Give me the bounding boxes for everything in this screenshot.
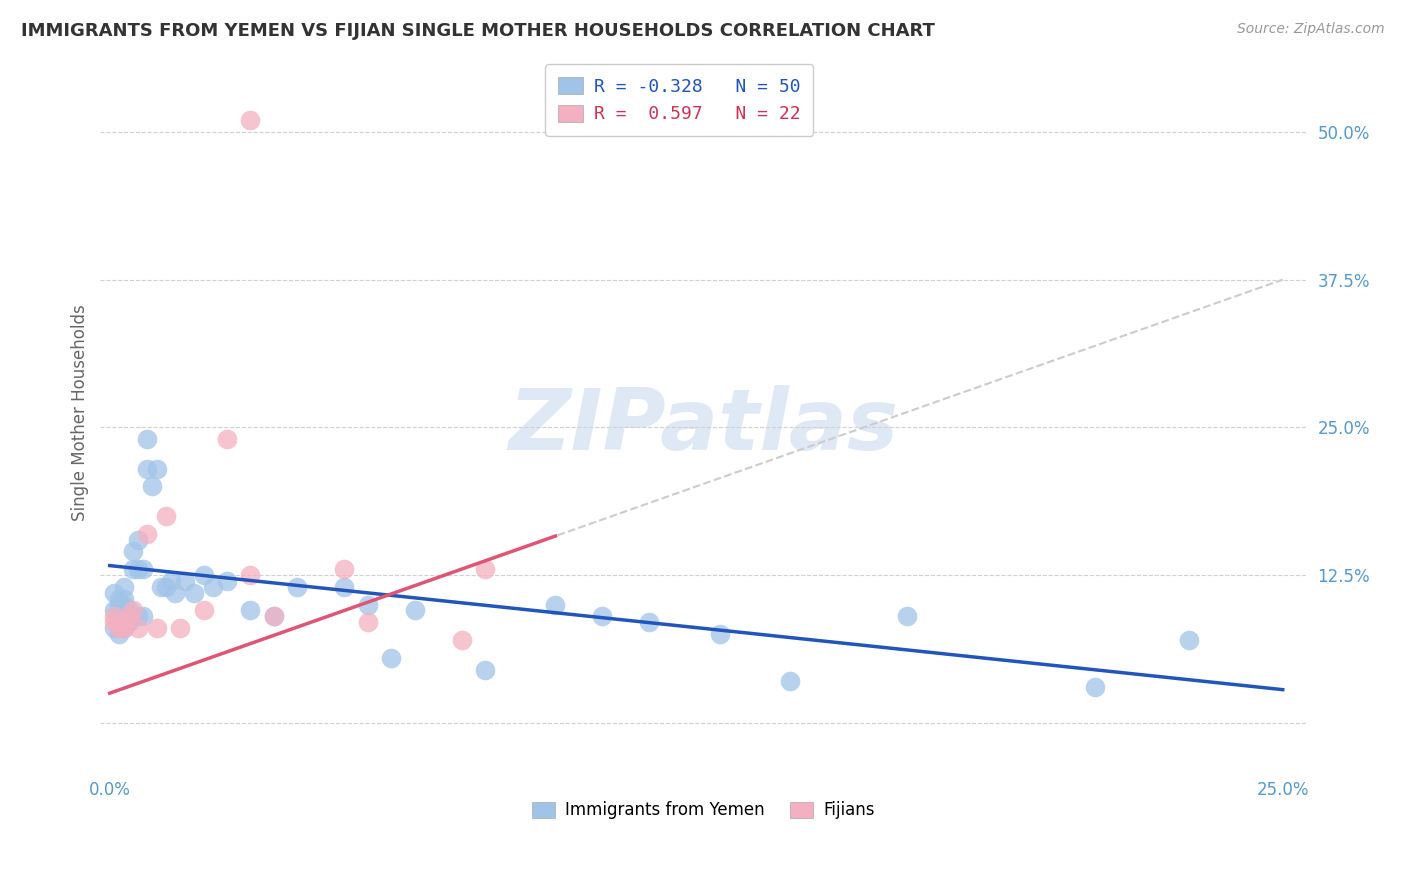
Point — [127, 621, 149, 635]
Point — [357, 598, 380, 612]
Point — [404, 603, 426, 617]
Point — [112, 621, 135, 635]
Point — [127, 609, 149, 624]
Point — [193, 603, 215, 617]
Point — [474, 562, 496, 576]
Point — [896, 609, 918, 624]
Point — [112, 621, 135, 635]
Point — [333, 562, 356, 576]
Text: Source: ZipAtlas.com: Source: ZipAtlas.com — [1237, 22, 1385, 37]
Point — [1178, 633, 1201, 648]
Point — [122, 544, 145, 558]
Point — [145, 621, 167, 635]
Point — [474, 663, 496, 677]
Point — [380, 650, 402, 665]
Point — [155, 508, 177, 523]
Point — [103, 621, 125, 635]
Y-axis label: Single Mother Households: Single Mother Households — [72, 304, 89, 521]
Point — [165, 586, 187, 600]
Point — [127, 562, 149, 576]
Point — [159, 574, 181, 588]
Point — [103, 586, 125, 600]
Point — [103, 615, 125, 630]
Point — [239, 113, 262, 128]
Point — [193, 568, 215, 582]
Text: IMMIGRANTS FROM YEMEN VS FIJIAN SINGLE MOTHER HOUSEHOLDS CORRELATION CHART: IMMIGRANTS FROM YEMEN VS FIJIAN SINGLE M… — [21, 22, 935, 40]
Point — [117, 615, 139, 630]
Point — [263, 609, 285, 624]
Point — [117, 603, 139, 617]
Point — [112, 580, 135, 594]
Point — [215, 432, 238, 446]
Point — [215, 574, 238, 588]
Point — [263, 609, 285, 624]
Point — [108, 615, 131, 630]
Point — [544, 598, 567, 612]
Point — [638, 615, 661, 630]
Point — [108, 598, 131, 612]
Point — [103, 603, 125, 617]
Point — [141, 479, 163, 493]
Point — [173, 574, 195, 588]
Point — [709, 627, 731, 641]
Point — [131, 609, 153, 624]
Point — [108, 627, 131, 641]
Point — [239, 603, 262, 617]
Point — [333, 580, 356, 594]
Point — [450, 633, 472, 648]
Point — [108, 621, 131, 635]
Point — [108, 591, 131, 606]
Point — [357, 615, 380, 630]
Point — [122, 562, 145, 576]
Point — [169, 621, 191, 635]
Point — [108, 609, 131, 624]
Point — [117, 609, 139, 624]
Point — [779, 674, 801, 689]
Point — [122, 603, 145, 617]
Point — [136, 461, 159, 475]
Point — [201, 580, 224, 594]
Point — [127, 533, 149, 547]
Point — [122, 609, 145, 624]
Point — [150, 580, 173, 594]
Point — [239, 568, 262, 582]
Point — [112, 591, 135, 606]
Text: ZIPatlas: ZIPatlas — [508, 385, 898, 468]
Point — [287, 580, 309, 594]
Point — [1084, 681, 1107, 695]
Point — [591, 609, 613, 624]
Point — [131, 562, 153, 576]
Point — [183, 586, 205, 600]
Point — [136, 526, 159, 541]
Legend: Immigrants from Yemen, Fijians: Immigrants from Yemen, Fijians — [526, 795, 882, 826]
Point — [112, 615, 135, 630]
Point — [112, 598, 135, 612]
Point — [155, 580, 177, 594]
Point — [136, 432, 159, 446]
Point — [145, 461, 167, 475]
Point — [103, 609, 125, 624]
